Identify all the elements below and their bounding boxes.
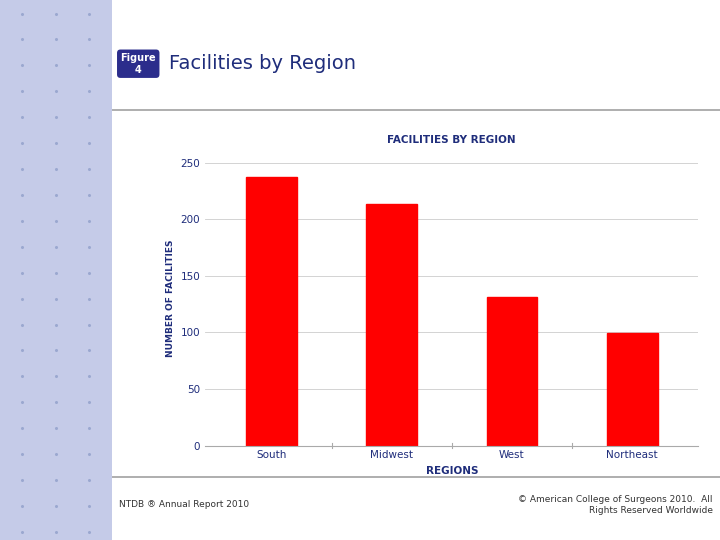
Title: FACILITIES BY REGION: FACILITIES BY REGION	[387, 135, 516, 145]
Text: Figure
4: Figure 4	[120, 53, 156, 75]
Text: NTDB ® Annual Report 2010: NTDB ® Annual Report 2010	[119, 501, 249, 509]
Y-axis label: NUMBER OF FACILITIES: NUMBER OF FACILITIES	[166, 240, 175, 357]
Text: Facilities by Region: Facilities by Region	[169, 54, 356, 73]
Bar	[246, 177, 297, 446]
Text: © American College of Surgeons 2010.  All
Rights Reserved Worldwide: © American College of Surgeons 2010. All…	[518, 495, 713, 515]
Bar	[607, 333, 657, 446]
Bar	[487, 297, 537, 445]
X-axis label: REGIONS: REGIONS	[426, 466, 478, 476]
Bar	[366, 205, 417, 446]
